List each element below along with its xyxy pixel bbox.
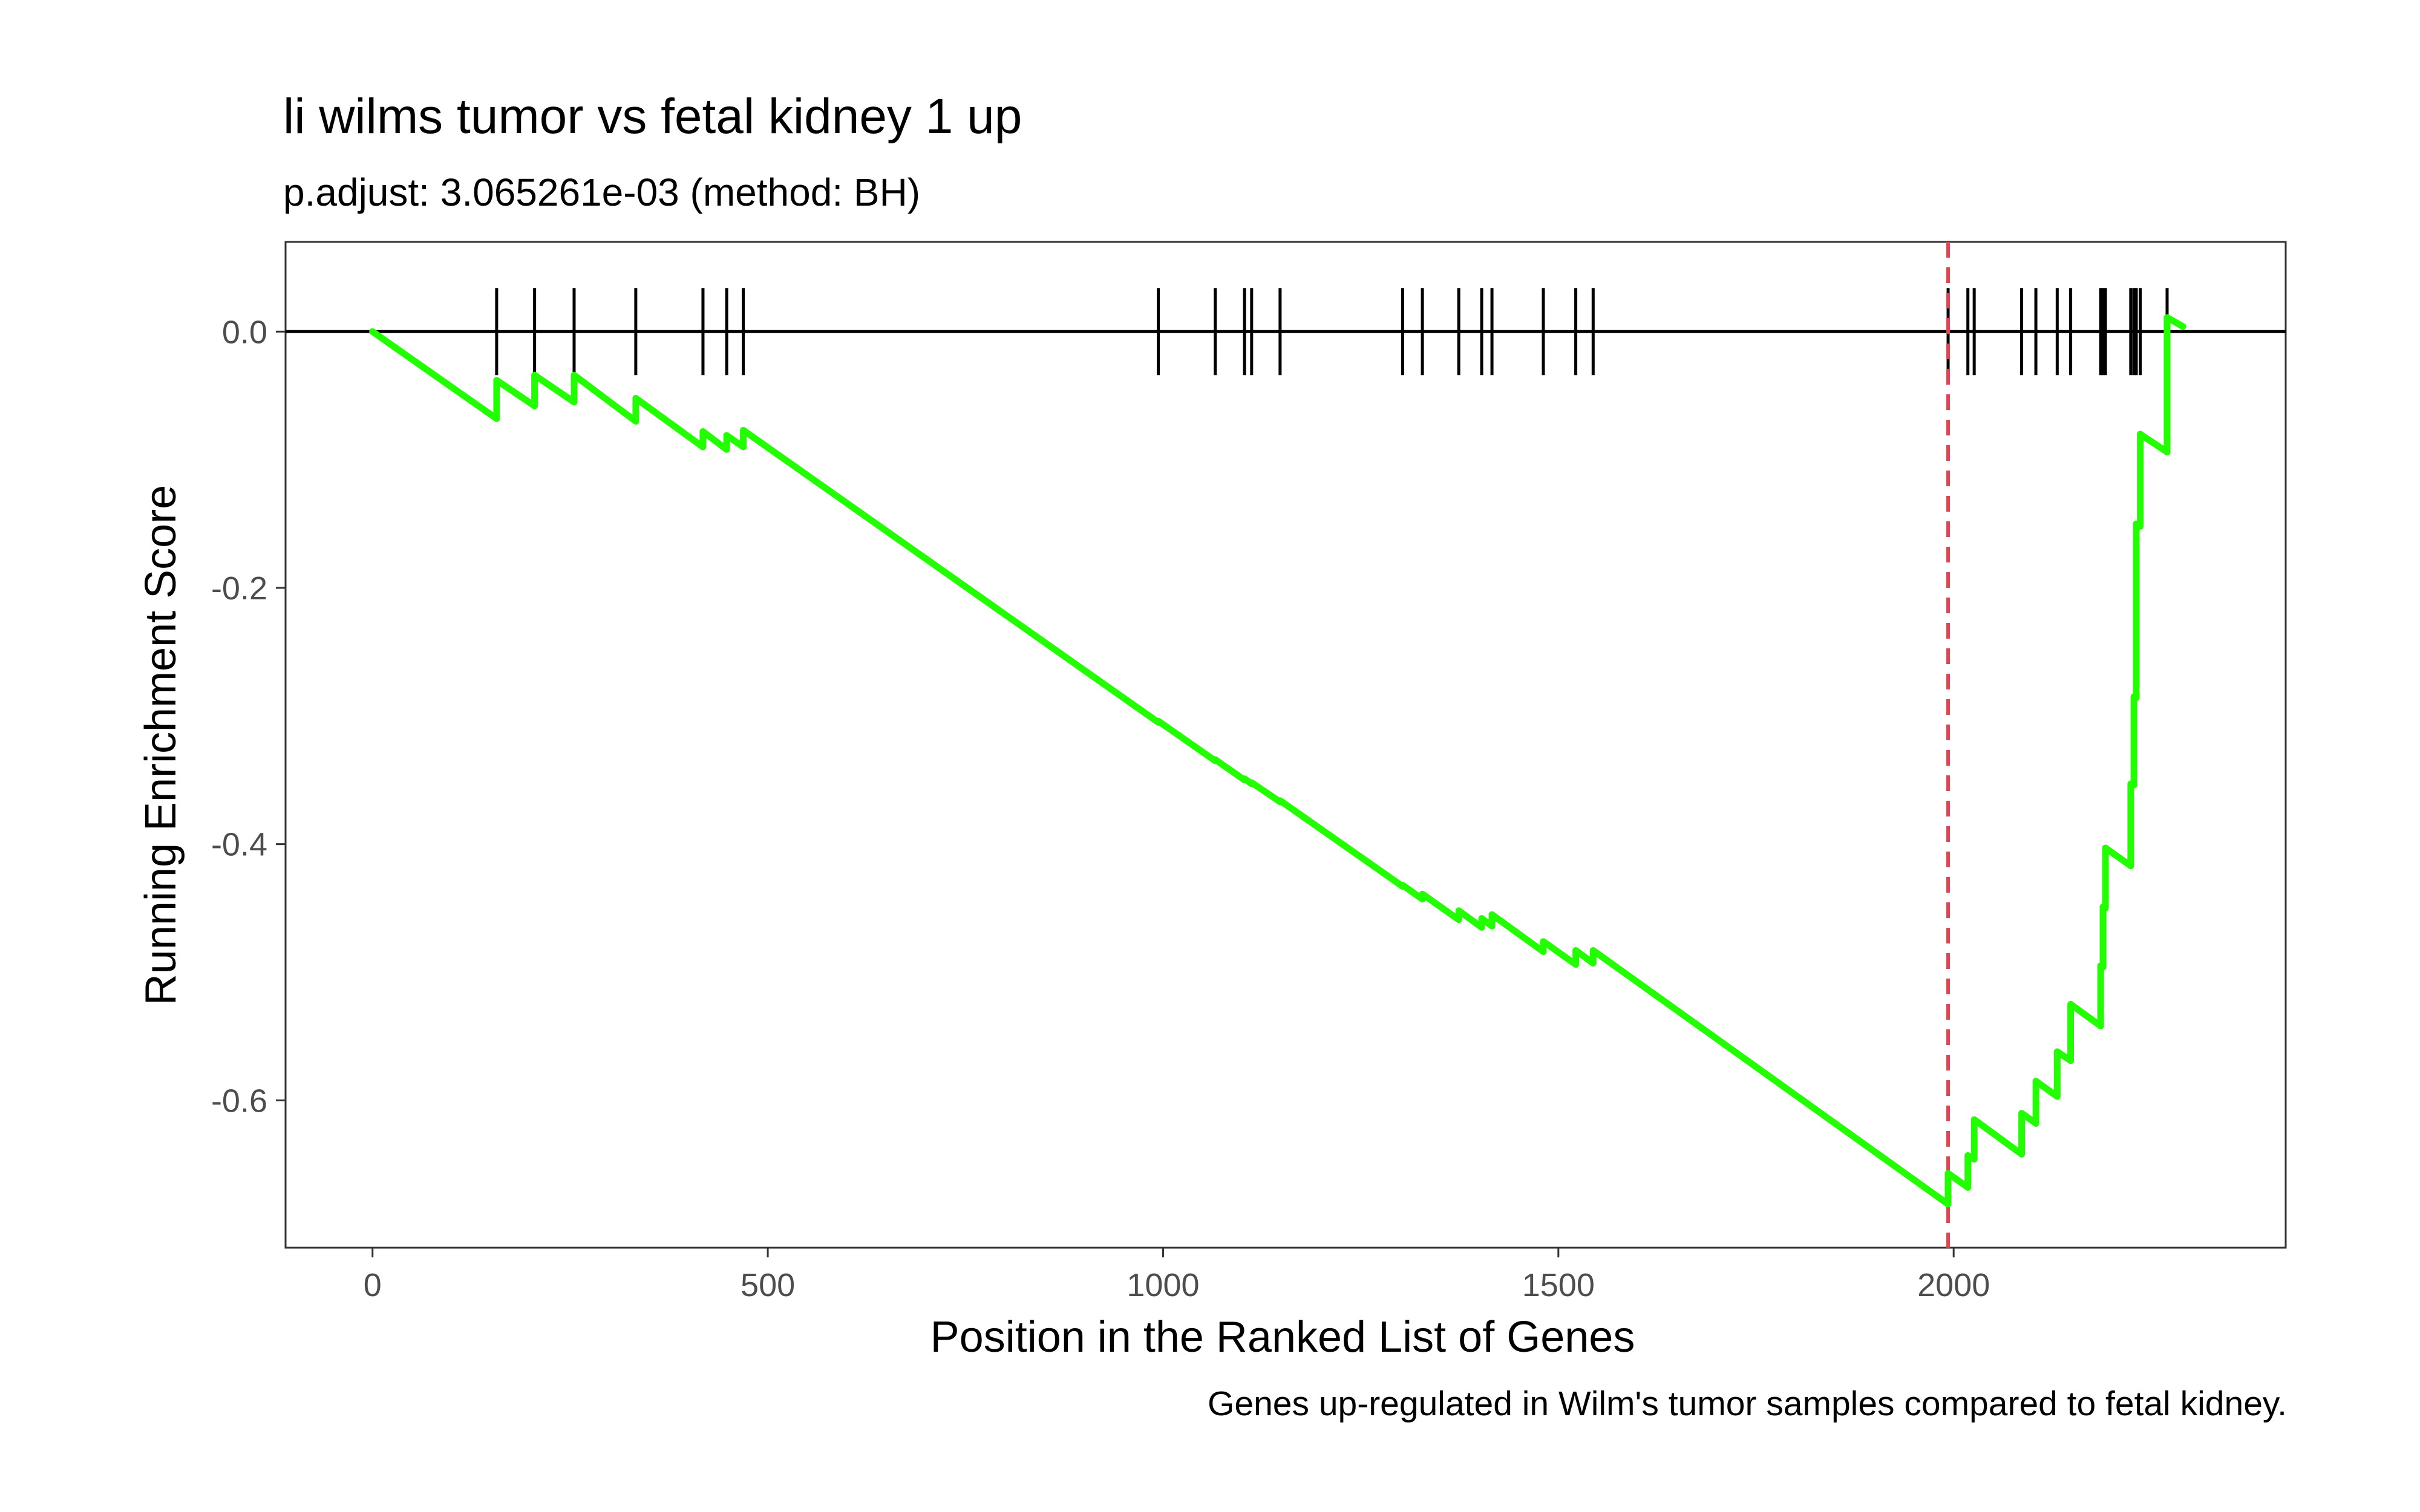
y-axis-label: Running Enrichment Score bbox=[137, 485, 185, 1005]
x-axis-label: Position in the Ranked List of Genes bbox=[930, 1313, 1635, 1361]
y-axis-tick-label: 0.0 bbox=[222, 314, 267, 350]
chart-caption: Genes up-regulated in Wilm's tumor sampl… bbox=[1208, 1384, 2287, 1423]
x-axis-tick-label: 2000 bbox=[1917, 1267, 1990, 1303]
x-axis-tick-label: 1000 bbox=[1127, 1267, 1199, 1303]
x-axis-tick-label: 500 bbox=[741, 1267, 795, 1303]
x-axis-tick-label: 1500 bbox=[1522, 1267, 1595, 1303]
chart-title: li wilms tumor vs fetal kidney 1 up bbox=[283, 89, 1022, 144]
x-axis-tick-label: 0 bbox=[364, 1267, 382, 1303]
plot-area: 0 500 1000 1500 2000 0.0 -0.2 -0.4 -0.6 bbox=[211, 241, 2287, 1303]
y-axis-tick-label: -0.4 bbox=[211, 827, 267, 863]
chart-subtitle: p.adjust: 3.065261e-03 (method: BH) bbox=[283, 171, 920, 214]
plot-panel-border bbox=[284, 241, 2287, 1249]
running-enrichment-score-line bbox=[369, 314, 2186, 1208]
y-axis-tick-label: -0.2 bbox=[211, 570, 267, 607]
y-axis-tick-label: -0.6 bbox=[211, 1083, 267, 1119]
